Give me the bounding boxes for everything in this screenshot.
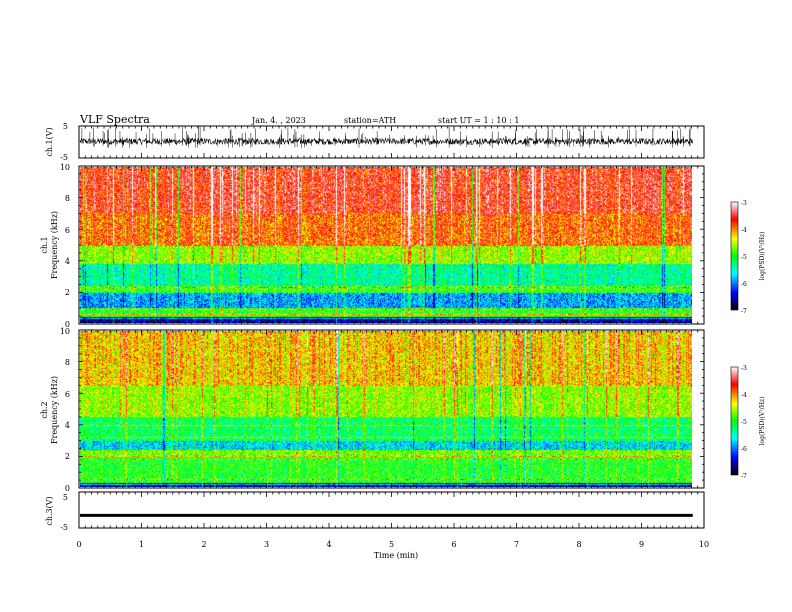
ch1-ylabel: ch.1(V) [45,127,54,156]
ch3-ytick-bottom: -5 [60,523,68,532]
time-axis-label: Time (min) [374,551,418,560]
ch1-spec-ylabel: Frequency (kHz) [50,211,59,279]
ch1-freq-ticks: 0 2 4 6 8 10 [60,163,70,329]
ch1-colorbar-tick-4: -4 [741,227,747,234]
ch3-ylabel: ch.3(V) [45,496,54,525]
ch1-colorbar-tick-3: -3 [741,200,747,207]
ch1-ytick-0: 0 [65,320,70,329]
ch2-ytick-8: 8 [65,358,70,367]
ch2-colorbar-tick-7: -7 [741,473,747,480]
ch1-ytick-4: 4 [65,257,70,266]
ch2-freq-ticks: 0 2 4 6 8 10 [60,327,70,493]
ch1-ytick-top: 5 [63,122,68,131]
ch2-spectrogram-panel: 0 2 4 6 8 10 ch.2 Frequency (kHz) [40,327,705,493]
ch2-colorbar-tick-6: -6 [741,446,747,453]
ch3-waveform-panel: 5 -5 ch.3(V) [45,491,705,532]
time-axis-labels: 0 1 2 3 4 5 6 7 8 9 10 [76,540,709,549]
ch3-ytick-top: 5 [63,493,68,502]
ch2-colorbar-scale [730,366,739,476]
time-tick-label-7: 7 [514,540,519,549]
time-tick-label-3: 3 [264,540,269,549]
ch3-waveform-frame [78,491,705,529]
figure-title: VLF Spectra [79,113,150,126]
ch1-ytick-8: 8 [65,194,70,203]
ch1-waveform-spikes [81,126,691,149]
time-tick-label-2: 2 [201,540,206,549]
start-ut-label: start UT = 1 : 10 : 1 [438,116,519,125]
ch1-ytick-bottom: -5 [60,153,68,162]
station-label: station=ATH [344,116,396,125]
ch1-ytick-6: 6 [65,226,70,235]
ch1-colorbar-label: log(PSD)(V²/Hz) [759,232,766,281]
ch2-ytick-4: 4 [65,421,70,430]
ch1-spectrogram-image [80,167,692,323]
ch2-ytick-6: 6 [65,390,70,399]
time-tick-label-5: 5 [389,540,394,549]
time-tick-label-6: 6 [451,540,456,549]
ch1-spectrogram-panel: 0 2 4 6 8 10 ch.1 Frequency (kHz) [40,163,705,329]
ch1-spec-channel-label: ch.1 [40,236,49,253]
ch1-colorbar-scale [730,201,739,311]
date-label: Jan. 4. , 2023 [251,116,306,125]
time-tick-label-10: 10 [699,540,709,549]
ch2-ytick-10: 10 [60,327,70,336]
ch1-waveform-panel: 5 -5 ch.1(V) [45,122,705,162]
ch1-colorbar-tick-7: -7 [741,308,747,315]
time-tick-label-0: 0 [76,540,81,549]
ch2-spectrogram-image [80,331,692,487]
time-tick-label-4: 4 [326,540,331,549]
ch2-colorbar-label: log(PSD)(V²/Hz) [759,397,766,446]
ch2-spec-channel-label: ch.2 [40,401,49,418]
ch1-colorbar-tick-6: -6 [741,281,747,288]
ch1-waveform-line [79,137,693,146]
ch2-ytick-2: 2 [65,452,70,461]
ch2-colorbar-tick-5: -5 [741,419,747,426]
ch2-colorbar: -3 -4 -5 -6 -7 log(PSD)(V²/Hz) [730,365,766,480]
ch1-ytick-10: 10 [60,163,70,172]
ch1-ytick-2: 2 [65,288,70,297]
ch2-colorbar-tick-3: -3 [741,365,747,372]
time-axis-ticks [78,126,705,528]
ch2-spec-ylabel: Frequency (kHz) [50,376,59,444]
time-tick-label-8: 8 [576,540,581,549]
ch2-colorbar-tick-4: -4 [741,392,747,399]
time-tick-label-9: 9 [639,540,644,549]
ch2-ytick-0: 0 [65,484,70,493]
ch1-colorbar: -3 -4 -5 -6 -7 log(PSD)(V²/Hz) [730,200,766,315]
time-tick-label-1: 1 [139,540,144,549]
ch1-colorbar-tick-5: -5 [741,254,747,261]
